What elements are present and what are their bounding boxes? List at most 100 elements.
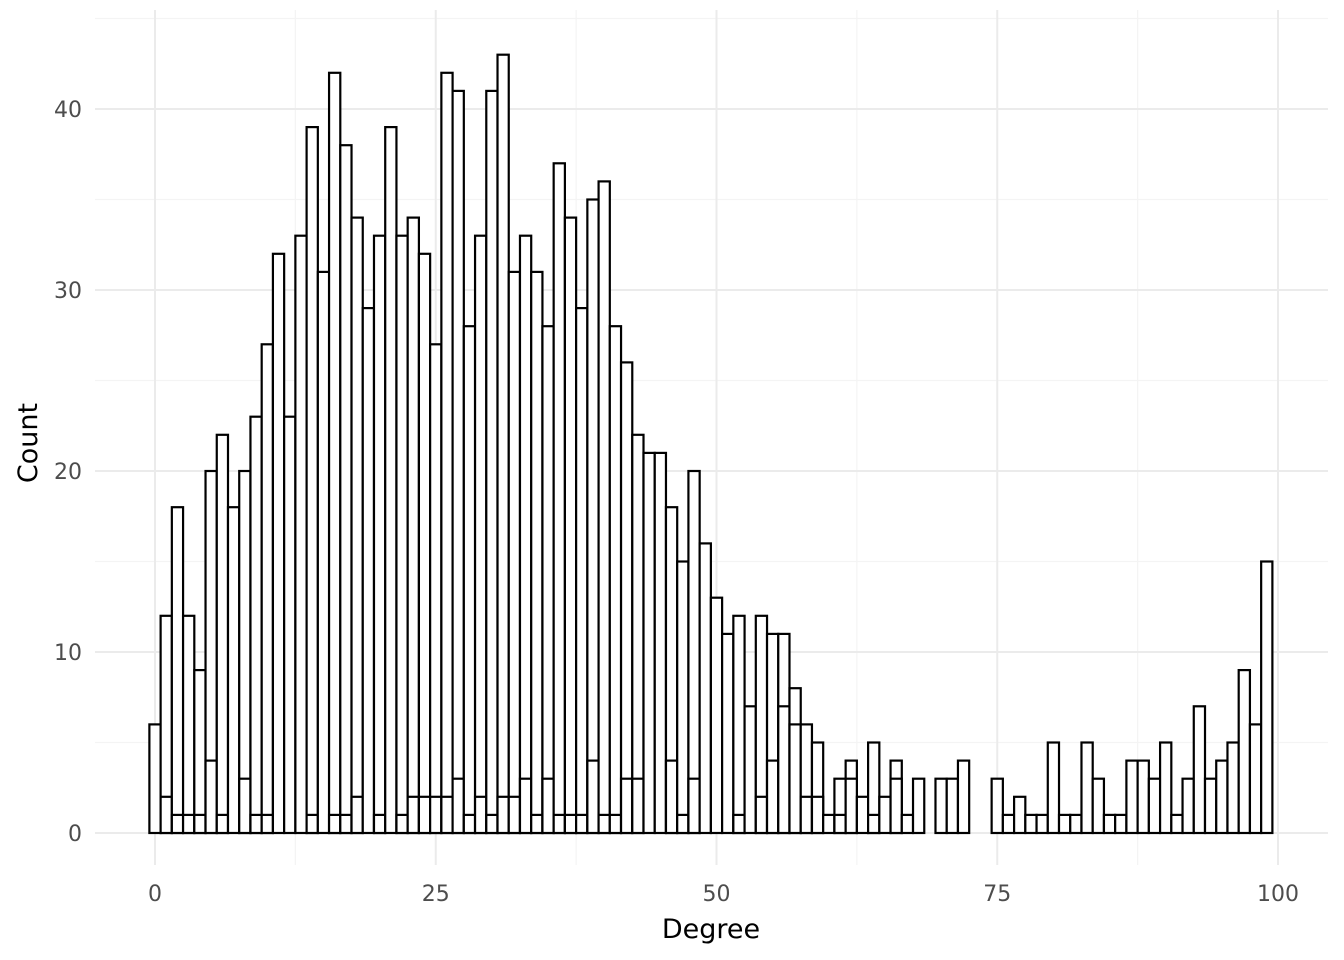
histogram-bar bbox=[350, 216, 364, 835]
histogram-bar bbox=[260, 343, 275, 835]
histogram-bar bbox=[1114, 813, 1128, 835]
histogram-bar bbox=[878, 795, 892, 835]
histogram-bar bbox=[395, 234, 409, 835]
histogram-bar bbox=[193, 813, 207, 835]
x-tick-label: 0 bbox=[148, 882, 162, 907]
histogram-bar bbox=[833, 813, 847, 835]
histogram-bar bbox=[619, 361, 634, 835]
histogram-bar bbox=[619, 777, 634, 835]
histogram-bar bbox=[1080, 741, 1094, 835]
histogram-bar bbox=[429, 343, 443, 835]
histogram-bar bbox=[1024, 813, 1038, 835]
histogram-bar bbox=[777, 705, 791, 835]
histogram-bar bbox=[361, 307, 376, 835]
histogram-bar bbox=[709, 596, 724, 835]
y-axis-tick-labels: 0 10 20 30 40 bbox=[54, 98, 82, 847]
histogram-bar bbox=[586, 759, 600, 835]
histogram-bar bbox=[350, 795, 364, 835]
histogram-bar bbox=[294, 234, 308, 835]
histogram-bar bbox=[305, 125, 319, 835]
histogram-bar bbox=[496, 795, 510, 835]
histogram-bar bbox=[664, 759, 679, 835]
histogram-bar bbox=[642, 451, 656, 835]
histogram-bar bbox=[631, 433, 645, 835]
histogram-bar bbox=[440, 795, 454, 835]
histogram-bar bbox=[732, 614, 746, 835]
histogram-bar bbox=[384, 125, 398, 835]
histogram-bar bbox=[339, 144, 353, 835]
histogram-bar bbox=[226, 506, 241, 835]
histogram-bar bbox=[1001, 813, 1016, 835]
histogram-bar bbox=[473, 795, 488, 835]
histogram-bar bbox=[676, 813, 690, 835]
histogram-bar bbox=[1215, 759, 1229, 835]
y-tick-label: 20 bbox=[54, 460, 82, 485]
histogram-bar bbox=[788, 723, 802, 835]
histogram-bar bbox=[743, 705, 757, 835]
histogram-bar bbox=[541, 325, 555, 835]
histogram-bar bbox=[934, 777, 948, 835]
histogram-bar bbox=[810, 795, 825, 835]
histogram-bar bbox=[1192, 705, 1207, 835]
histogram-bar bbox=[496, 53, 510, 835]
histogram-bar bbox=[283, 415, 297, 835]
histogram-bar bbox=[597, 180, 611, 835]
histogram-bar bbox=[1158, 741, 1173, 835]
histogram-bar bbox=[417, 795, 432, 835]
x-axis-title: Degree bbox=[662, 914, 760, 945]
histogram-bar bbox=[1057, 813, 1072, 835]
histogram-bar bbox=[676, 560, 690, 835]
histogram-bar bbox=[327, 71, 342, 835]
x-tick-label: 100 bbox=[1257, 882, 1299, 907]
histogram-bar bbox=[1260, 560, 1274, 835]
histogram-bar bbox=[181, 813, 196, 835]
histogram-bar bbox=[822, 813, 836, 835]
histogram-bar bbox=[507, 270, 522, 835]
histogram-bar bbox=[911, 777, 926, 835]
x-tick-label: 50 bbox=[703, 882, 731, 907]
histogram-bar bbox=[608, 813, 623, 835]
histogram-bar bbox=[1237, 668, 1252, 835]
y-tick-label: 40 bbox=[54, 98, 82, 123]
histogram-bar bbox=[1226, 741, 1240, 835]
histogram-bar bbox=[406, 216, 421, 835]
x-axis-tick-labels: 0 25 50 75 100 bbox=[148, 882, 1299, 907]
histogram-bar bbox=[1248, 723, 1263, 835]
histogram-bar bbox=[215, 433, 230, 835]
histogram-bar bbox=[631, 777, 645, 835]
histogram-bar bbox=[159, 795, 173, 835]
histogram-bar bbox=[1125, 759, 1139, 835]
histogram-bar bbox=[260, 813, 275, 835]
histogram-bar bbox=[485, 89, 499, 835]
histogram-bar bbox=[867, 813, 881, 835]
histogram-bar bbox=[1035, 813, 1049, 835]
histogram-bar bbox=[732, 813, 746, 835]
histogram-bar bbox=[372, 234, 387, 835]
histogram-bar bbox=[575, 307, 589, 835]
histogram-bar bbox=[417, 252, 432, 835]
histogram-bar bbox=[238, 777, 252, 835]
histogram-bar bbox=[889, 777, 903, 835]
histogram-bar bbox=[462, 325, 477, 835]
histogram-bar bbox=[249, 813, 263, 835]
histogram-bar bbox=[1091, 777, 1106, 835]
histogram-bar bbox=[799, 795, 814, 835]
histogram-bar bbox=[608, 325, 623, 835]
histogram-bar bbox=[844, 777, 858, 835]
histogram-bar bbox=[687, 777, 701, 835]
histogram-bar bbox=[507, 795, 522, 835]
histogram-bar bbox=[181, 614, 196, 835]
histogram-bar bbox=[429, 795, 443, 835]
histogram-bar bbox=[451, 777, 465, 835]
y-axis-title: Count bbox=[13, 403, 44, 483]
histogram-bar bbox=[541, 777, 555, 835]
histogram-bar bbox=[170, 813, 185, 835]
histogram-bar bbox=[530, 813, 544, 835]
histogram-bar bbox=[1136, 759, 1150, 835]
histogram-bar bbox=[518, 777, 533, 835]
histogram-bar bbox=[193, 668, 207, 835]
histogram-bar bbox=[148, 723, 162, 835]
histogram-bar bbox=[855, 795, 870, 835]
y-tick-label: 10 bbox=[54, 641, 82, 666]
histogram-bar bbox=[698, 542, 712, 835]
